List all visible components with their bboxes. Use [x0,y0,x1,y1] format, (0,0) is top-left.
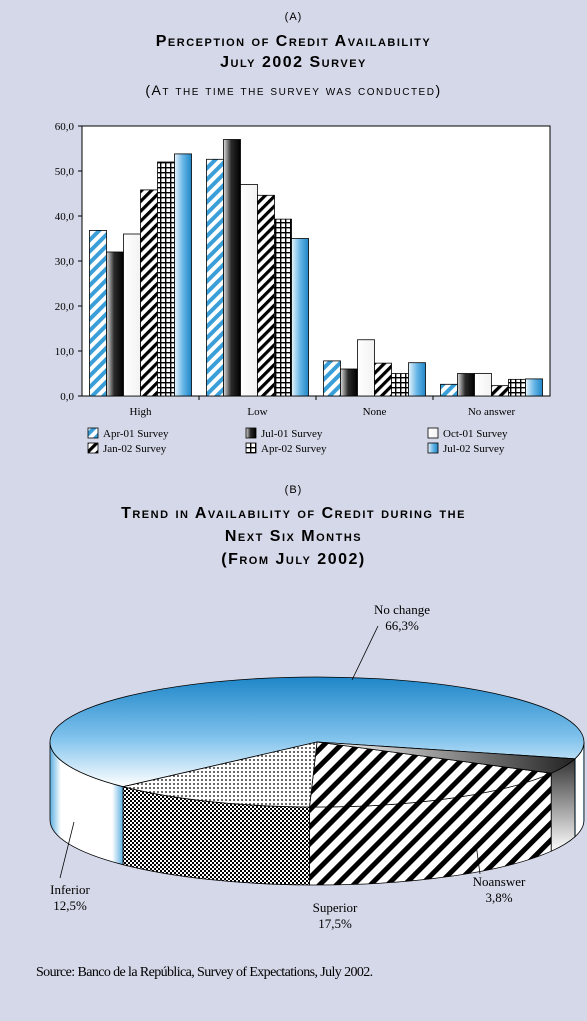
leader-line [475,843,481,875]
chart-b-title-line-1: Trend in Availability of Credit during t… [121,505,466,522]
bar-apr-01-survey-high [89,230,107,397]
legend-label: Jul-01 Survey [261,428,323,440]
slice-superior [309,741,553,808]
bar-jul-01-survey-high [106,251,124,397]
y-tick-label: 10,0 [55,346,75,358]
leader-line [59,821,75,879]
slice-value: 17,5% [318,916,352,931]
legend-label: Apr-01 Survey [103,428,169,440]
legend-swatch [87,442,99,454]
slice-value: 12,5% [53,898,87,913]
bar-jan-02-survey-no-answer [491,385,509,397]
slice-inferior [123,741,318,808]
legend-swatch [87,427,99,439]
legend-swatch [427,442,439,454]
bar-chart: 0,0 10,0 20,0 30,0 40,0 50,0 60,0 High Low None No… [55,121,551,455]
chart-b-title-line-2: Next Six Months [224,528,363,545]
bar-apr-01-survey-low [206,158,224,397]
bar-jul-02-survey-none [408,362,426,397]
bar-oct-01-survey-no-answer [474,373,492,397]
slice-name: Noanswer [473,874,526,889]
pie-top [49,676,585,808]
x-tick-label: High [130,406,153,418]
slice-value: 66,3% [385,618,419,633]
bar-apr-02-survey-high [157,161,175,397]
y-tick-label: 30,0 [55,256,75,268]
legend-item-oct-01-survey: Oct-01 Survey [427,427,508,440]
chart-a-title-line-2: July 2002 Survey [220,54,367,71]
legend-item-jan-02-survey: Jan-02 Survey [87,442,167,455]
bar-oct-01-survey-none [357,339,375,397]
legend-swatch [427,427,439,439]
bar-apr-02-survey-none [391,373,409,397]
legend-item-apr-02-survey: Apr-02 Survey [245,442,327,455]
bar-apr-02-survey-no-answer [508,378,526,397]
legend-item-apr-01-survey: Apr-01 Survey [87,427,169,440]
bar-jan-02-survey-none [374,362,392,397]
chart-a-subtitle: (At the time the survey was conducted) [145,82,442,98]
bar-jul-01-survey-none [340,368,358,397]
legend-item-jul-02-survey: Jul-02 Survey [427,442,505,455]
bar-oct-01-survey-high [123,233,141,397]
y-tick-label: 20,0 [55,301,75,313]
bar-jul-01-survey-low [223,139,241,397]
bar-apr-02-survey-low [274,218,292,397]
legend-item-jul-01-survey: Jul-01 Survey [245,427,323,440]
chart-a-title-line-1: Perception of Credit Availability [155,33,432,50]
side-noanswer [550,757,576,852]
pie-sides [49,741,585,886]
bar-jul-02-survey-low [291,238,309,397]
bar-oct-01-survey-low [240,184,258,397]
bar-jul-01-survey-no-answer [457,373,475,397]
y-tick-label: 40,0 [55,211,75,223]
slice-no-change [49,676,585,788]
legend-label: Jul-02 Survey [443,443,505,455]
slice-value: 3,8% [485,890,512,905]
bar-apr-01-survey-no-answer [440,383,458,397]
source-note: Source: Banco de la República, Survey of… [36,965,373,980]
legend-label: Oct-01 Survey [443,428,508,440]
bar-jul-02-survey-high [174,153,192,397]
chart-b-title-line-3: (From July 2002) [221,551,366,568]
slice-name: Inferior [50,882,90,897]
x-tick-label: None [363,406,387,418]
bar-jul-02-survey-no-answer [525,378,543,397]
bar-jan-02-survey-high [140,189,158,397]
panel-b-label: (B) [284,484,303,496]
slice-name: No change [374,602,430,617]
slice-name: Superior [313,900,358,915]
legend-swatch [245,442,257,454]
bar-jan-02-survey-low [257,194,275,397]
panel-a-label: (A) [284,11,303,23]
legend-swatch [245,427,257,439]
x-tick-label: No answer [468,406,516,418]
y-tick-label: 0,0 [60,391,74,403]
x-tick-label: Low [247,406,267,418]
legend-label: Jan-02 Survey [103,443,167,455]
bar-apr-01-survey-none [323,360,341,397]
slice-noanswer [316,741,576,774]
y-tick-label: 50,0 [55,166,75,178]
legend-label: Apr-02 Survey [261,443,327,455]
leader-line [351,625,379,681]
y-tick-label: 60,0 [55,121,75,133]
